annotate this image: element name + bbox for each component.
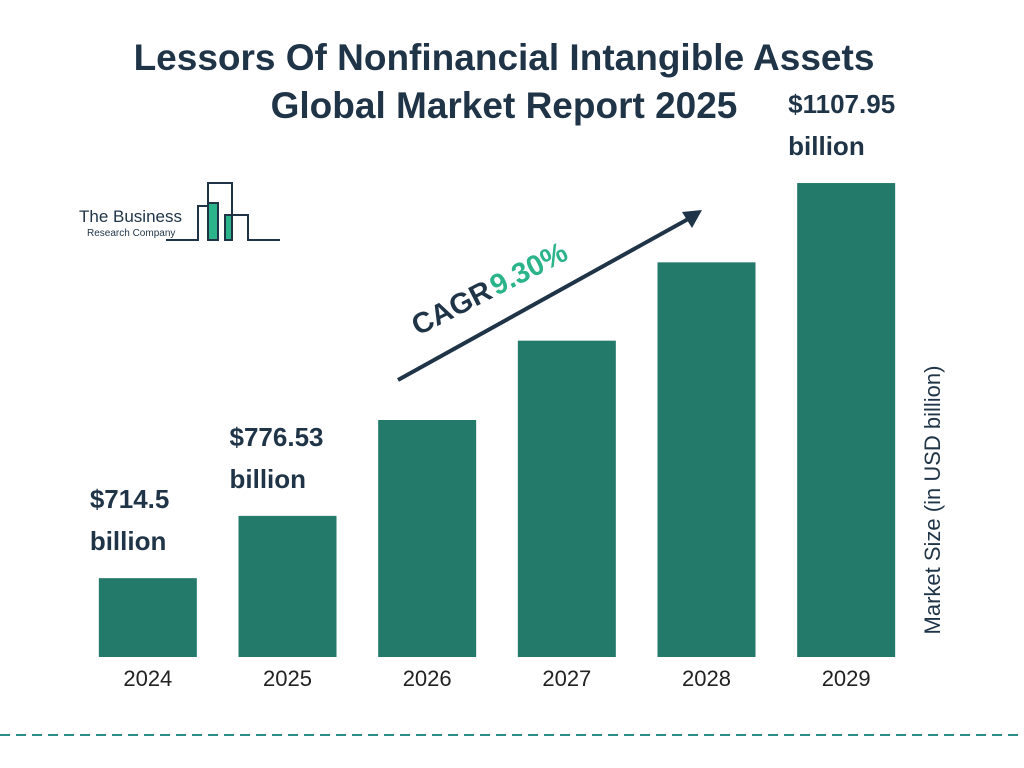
x-tick-label: 2025 — [263, 666, 312, 691]
bar — [797, 183, 896, 657]
logo-subname: Research Company — [87, 228, 175, 239]
chart-title: Lessors Of Nonfinancial Intangible Asset… — [133, 37, 875, 126]
logo-mark — [166, 182, 280, 241]
bar — [98, 578, 197, 657]
bar — [517, 340, 616, 657]
cagr-arrowhead — [682, 210, 702, 228]
logo-name: The Business — [79, 207, 182, 226]
bar — [657, 262, 756, 657]
x-tick-label: 2027 — [542, 666, 591, 691]
x-tick-label: 2028 — [682, 666, 731, 691]
bar — [238, 515, 337, 657]
value-label: $1107.95 billion — [788, 89, 896, 162]
value-label: $776.53 billion — [229, 421, 324, 494]
cagr-arrow — [397, 216, 691, 382]
bar — [378, 420, 477, 657]
value-label: $714.5 billion — [89, 484, 170, 557]
y-axis-label: Market Size (in USD billion) — [920, 366, 945, 635]
x-tick-label: 2029 — [822, 666, 871, 691]
x-tick-label: 2026 — [403, 666, 452, 691]
x-tick-label: 2024 — [123, 666, 172, 691]
